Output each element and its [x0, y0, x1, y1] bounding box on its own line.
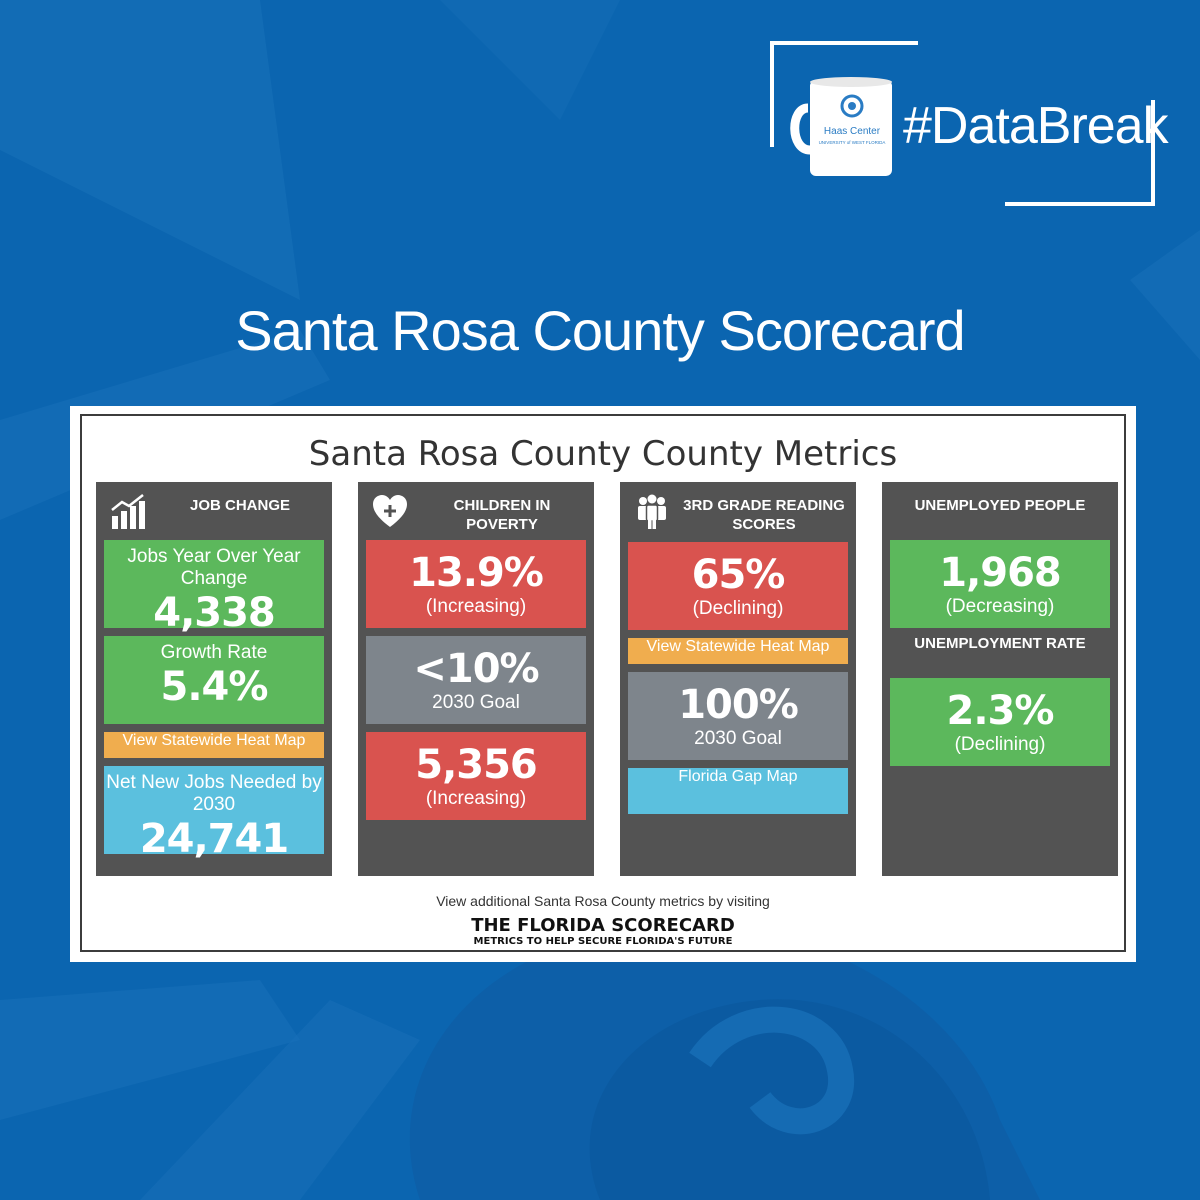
poverty-count-trend: (Increasing)	[425, 788, 527, 809]
poverty-rate-box: 13.9% (Increasing)	[366, 540, 586, 628]
poverty-rate-value: 13.9%	[409, 550, 544, 596]
people-group-icon	[638, 494, 666, 529]
logo-title: THE FLORIDA SCORECARD	[471, 915, 735, 936]
hashtag-title: #DataBreak	[903, 97, 1169, 155]
poverty-count-box: 5,356 (Increasing)	[366, 732, 586, 820]
jobs-yoy-box: Jobs Year Over Year Change 4,338	[104, 540, 324, 636]
reading-scores-header: 3RD GRADE READING SCORES	[620, 482, 856, 538]
footer-text: View additional Santa Rosa County metric…	[436, 893, 770, 909]
reading-goal-value: 100%	[678, 682, 799, 728]
children-poverty-header: CHILDREN IN POVERTY	[358, 482, 594, 538]
reading-goal-box: 100% 2030 Goal	[628, 672, 848, 760]
badge-frame-bottom	[1005, 100, 1155, 206]
reading-scores-column: 3RD GRADE READING SCORES 65% (Declining)…	[620, 482, 856, 876]
unemployed-people-heading: UNEMPLOYED PEOPLE	[914, 497, 1086, 514]
florida-gap-map-link[interactable]: Florida Gap Map	[628, 768, 848, 814]
mug-brand-text: Haas Center	[824, 126, 881, 137]
poverty-goal-label: 2030 Goal	[432, 692, 520, 713]
reading-heading-line2: SCORES	[732, 516, 796, 533]
poverty-count-value: 5,356	[415, 742, 538, 788]
bar-chart-growth-icon	[111, 494, 145, 529]
unemployment-column: UNEMPLOYED PEOPLE 1,968 (Decreasing) UNE…	[882, 482, 1118, 876]
children-poverty-heading: CHILDREN IN POVERTY	[453, 497, 551, 533]
mug-university-text: UNIVERSITY of WEST FLORIDA	[819, 140, 886, 145]
logo-tagline: METRICS TO HELP SECURE FLORIDA'S FUTURE	[473, 936, 733, 947]
jobs-yoy-value: 4,338	[153, 590, 276, 636]
page-title: Santa Rosa County Scorecard	[235, 299, 965, 362]
reading-score-value: 65%	[691, 552, 786, 598]
coffee-mug-icon: Haas Center UNIVERSITY of WEST FLORIDA	[790, 77, 892, 176]
reading-score-box: 65% (Declining)	[628, 542, 848, 630]
unemployed-people-trend: (Decreasing)	[945, 596, 1055, 617]
job-change-heading: JOB CHANGE	[189, 497, 290, 514]
growth-rate-value: 5.4%	[160, 664, 269, 710]
scorecard-title: Santa Rosa County County Metrics	[308, 434, 898, 474]
florida-scorecard-logo[interactable]: THE FLORIDA SCORECARD METRICS TO HELP SE…	[82, 916, 1124, 948]
reading-goal-label: 2030 Goal	[694, 728, 782, 749]
growth-rate-label: Growth Rate	[160, 642, 268, 663]
unemployed-people-value: 1,968	[939, 550, 1062, 596]
reading-scores-heading: 3RD GRADE READING SCORES	[680, 496, 848, 534]
unemployment-header: UNEMPLOYED PEOPLE	[882, 482, 1118, 538]
jobs-yoy-label: Jobs Year Over Year Change	[127, 546, 301, 589]
poverty-rate-trend: (Increasing)	[425, 596, 527, 617]
reading-score-trend: (Declining)	[692, 598, 784, 619]
unemployed-people-box: 1,968 (Decreasing)	[890, 540, 1110, 628]
net-new-jobs-box: Net New Jobs Needed by 2030 24,741	[104, 766, 324, 862]
job-heat-map-link[interactable]: View Statewide Heat Map	[104, 732, 324, 758]
unemployment-rate-value: 2.3%	[946, 688, 1055, 734]
net-new-jobs-value: 24,741	[139, 816, 289, 862]
scorecard-panel: Santa Rosa County County Metrics JOB CHA…	[70, 406, 1136, 962]
heart-plus-icon	[373, 495, 407, 527]
reading-heat-map-link[interactable]: View Statewide Heat Map	[628, 638, 848, 664]
poverty-goal-value: <10%	[413, 646, 539, 692]
job-change-header: JOB CHANGE	[96, 482, 332, 538]
reading-heading-line1: 3RD GRADE READING	[683, 497, 845, 514]
job-change-column: JOB CHANGE Jobs Year Over Year Change 4,…	[96, 482, 332, 876]
growth-rate-box: Growth Rate 5.4%	[104, 636, 324, 724]
badge-frame-top	[770, 41, 918, 147]
unemployment-rate-trend: (Declining)	[954, 734, 1046, 755]
scorecard-inner: Santa Rosa County County Metrics JOB CHA…	[80, 414, 1126, 952]
unemployment-rate-box: 2.3% (Declining)	[890, 678, 1110, 766]
poverty-goal-box: <10% 2030 Goal	[366, 636, 586, 724]
children-poverty-column: CHILDREN IN POVERTY 13.9% (Increasing) <…	[358, 482, 594, 876]
unemployment-rate-heading: UNEMPLOYMENT RATE	[914, 635, 1086, 652]
net-new-jobs-label: Net New Jobs Needed by 2030	[106, 772, 322, 815]
